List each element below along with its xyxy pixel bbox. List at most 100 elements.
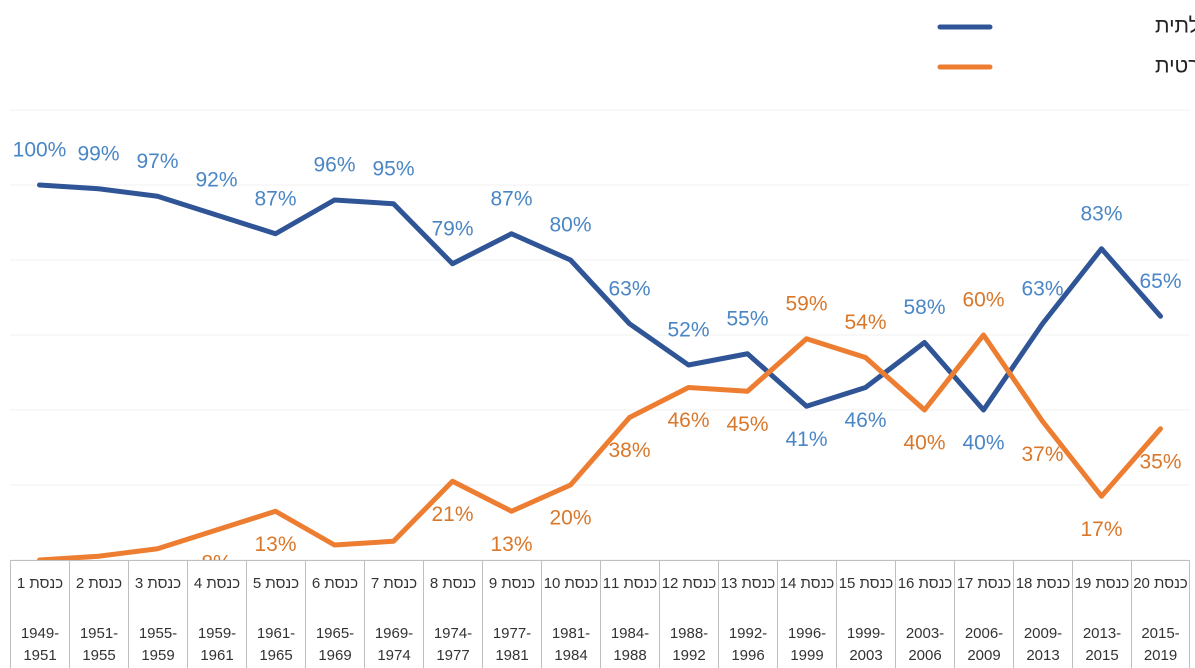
- chart: חקיקה ממשלתית חקיקה פרטית 100% 99% 97% 92% 87%…: [10, 15, 1195, 560]
- x-tick-label: כנסת 14: [779, 575, 835, 592]
- x-tick-label: כנסת 15: [838, 575, 894, 592]
- period-label: 1977-1981: [492, 625, 532, 664]
- category-column: כנסת 11 1984-1988: [600, 561, 659, 668]
- period-label: 1999-2003: [846, 625, 886, 664]
- period-label: 1992-1996: [728, 625, 768, 664]
- data-label: 97%: [136, 150, 178, 173]
- category-column: כנסת 16 2003-2006: [895, 561, 954, 668]
- data-label: 58%: [903, 296, 945, 319]
- category-column: כנסת 19 2013-2015: [1072, 561, 1131, 668]
- data-label: 41%: [785, 428, 827, 451]
- data-label: 52%: [667, 319, 709, 342]
- period-label: 2009-2013: [1023, 625, 1063, 664]
- x-tick-label: כנסת 20: [1133, 575, 1188, 592]
- data-label: 95%: [372, 157, 414, 180]
- period-label: 1996-1999: [787, 625, 827, 664]
- series-line: [37, 182, 1163, 413]
- category-column: כנסת 7 1969-1974: [364, 561, 423, 668]
- series-line: [37, 332, 1163, 560]
- category-column: כנסת 15 1999-2003: [836, 561, 895, 668]
- period-label: 1981-1984: [551, 625, 591, 664]
- data-label: 87%: [490, 187, 532, 210]
- period-label: 1988-1992: [669, 625, 709, 664]
- category-column: כנסת 5 1961-1965: [246, 561, 305, 668]
- category-column: כנסת 10 1981-1984: [541, 561, 600, 668]
- category-column: כנסת 3 1955-1959: [128, 561, 187, 668]
- period-label: 1969-1974: [374, 625, 414, 664]
- x-tick-label: כנסת 8: [429, 575, 477, 592]
- x-tick-label: כנסת 13: [720, 575, 776, 592]
- data-label: 20%: [549, 507, 591, 530]
- category-column: כנסת 4 1959-1961: [187, 561, 246, 668]
- legend-label: חקיקה פרטית: [1155, 55, 1195, 78]
- x-tick-label: כנסת 5: [252, 575, 300, 592]
- x-tick-label: כנסת 18: [1015, 575, 1071, 592]
- category-column: כנסת 8 1974-1977: [423, 561, 482, 668]
- period-label: 1965-1969: [315, 625, 355, 664]
- data-label: 96%: [313, 154, 355, 177]
- x-tick-label: כנסת 6: [311, 575, 359, 592]
- x-tick-label: כנסת 16: [897, 575, 953, 592]
- category-column: כנסת 6 1965-1969: [305, 561, 364, 668]
- data-label: 46%: [667, 409, 709, 432]
- category-column: כנסת 17 2006-2009: [954, 561, 1013, 668]
- x-tick-label: כנסת 12: [661, 575, 717, 592]
- x-tick-label: כנסת 3: [134, 575, 182, 592]
- data-label: 21%: [431, 503, 473, 526]
- x-tick-label: כנסת 9: [488, 575, 536, 592]
- x-tick-label: כנסת 17: [956, 575, 1012, 592]
- data-label: 55%: [726, 307, 768, 330]
- category-column: כנסת 18 2009-2013: [1013, 561, 1072, 668]
- data-label: 99%: [77, 142, 119, 165]
- legend-label: חקיקה ממשלתית: [1155, 15, 1195, 38]
- data-label: 8%: [201, 552, 231, 560]
- data-label: 83%: [1080, 202, 1122, 225]
- data-label: 38%: [608, 439, 650, 462]
- category-column: כנסת 2 1951-1955: [69, 561, 128, 668]
- data-label: 40%: [962, 432, 1004, 455]
- data-label: 17%: [1080, 518, 1122, 541]
- data-label: 40%: [903, 432, 945, 455]
- data-label: 87%: [254, 187, 296, 210]
- period-label: 1974-1977: [433, 625, 473, 664]
- data-label: 79%: [431, 217, 473, 240]
- data-label: 63%: [1021, 277, 1063, 300]
- category-column: כנסת 14 1996-1999: [777, 561, 836, 668]
- data-label: 65%: [1139, 270, 1181, 293]
- x-tick-label: כנסת 10: [543, 575, 599, 592]
- period-label: 2006-2009: [964, 625, 1004, 664]
- period-label: 1951-1955: [79, 625, 119, 664]
- period-label: 2003-2006: [905, 625, 945, 664]
- x-tick-label: כנסת 7: [370, 575, 418, 592]
- data-label: 92%: [195, 169, 237, 192]
- data-label: 13%: [254, 533, 296, 556]
- x-tick-label: כנסת 2: [75, 575, 123, 592]
- data-label: 59%: [785, 292, 827, 315]
- data-label: 54%: [844, 311, 886, 334]
- x-tick-label: כנסת 11: [602, 575, 658, 592]
- category-column: כנסת 20 2015-2019: [1131, 561, 1190, 668]
- period-label: 1955-1959: [138, 625, 178, 664]
- x-tick-label: כנסת 1: [16, 575, 64, 592]
- data-label: 13%: [490, 533, 532, 556]
- data-label: 45%: [726, 413, 768, 436]
- category-table: כנסת 1 1949-1951 כנסת 2 1951-1955 כנסת 3 1955…: [10, 560, 1190, 668]
- category-column: כנסת 9 1977-1981: [482, 561, 541, 668]
- data-label: 37%: [1021, 443, 1063, 466]
- x-tick-label: כנסת 4: [193, 575, 241, 592]
- data-label: 100%: [13, 139, 67, 162]
- x-tick-label: כנסת 19: [1074, 575, 1130, 592]
- category-column: כנסת 12 1988-1992: [659, 561, 718, 668]
- data-label: 46%: [844, 409, 886, 432]
- period-label: 2013-2015: [1082, 625, 1122, 664]
- data-label: 35%: [1139, 450, 1181, 473]
- data-label: 60%: [962, 289, 1004, 312]
- data-label: 80%: [549, 214, 591, 237]
- period-label: 1949-1951: [20, 625, 60, 664]
- period-label: 2015-2019: [1141, 625, 1180, 664]
- period-label: 1959-1961: [197, 625, 237, 664]
- category-column: כנסת 1 1949-1951: [10, 561, 69, 668]
- period-label: 1984-1988: [610, 625, 650, 664]
- period-label: 1961-1965: [256, 625, 296, 664]
